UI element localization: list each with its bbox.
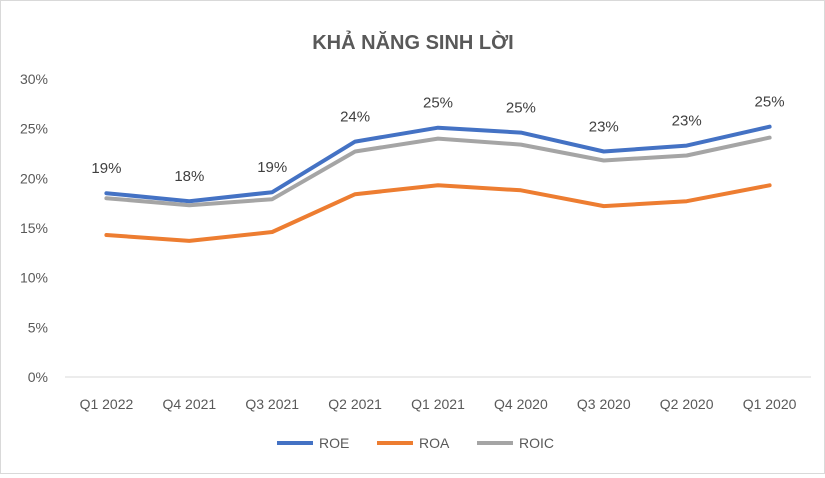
series-line-roa	[104, 183, 772, 243]
data-label: 25%	[506, 100, 536, 117]
data-label: 25%	[755, 94, 785, 111]
chart-title: KHẢ NĂNG SINH LỜI	[312, 30, 514, 54]
data-labels: 19% 18% 19% 24% 25% 25% 23% 23% 25%	[91, 94, 784, 185]
y-tick-label: 20%	[20, 170, 48, 186]
y-tick-label: 0%	[28, 369, 48, 385]
data-label: 19%	[91, 160, 121, 177]
data-label: 24%	[340, 109, 370, 126]
x-tick-label: Q1 2021	[411, 396, 465, 412]
y-tick-label: 25%	[20, 121, 48, 137]
x-tick-label: Q3 2021	[245, 396, 299, 412]
x-tick-label: Q4 2020	[494, 396, 548, 412]
series-lines	[104, 124, 772, 243]
y-axis-ticks: 0% 5% 10% 15% 20% 25% 30%	[20, 71, 48, 385]
data-label: 19%	[257, 159, 287, 176]
x-tick-label: Q3 2020	[577, 396, 631, 412]
y-tick-label: 5%	[28, 319, 48, 335]
y-tick-label: 30%	[20, 71, 48, 87]
series-line-roic	[104, 135, 772, 208]
legend-label-roe: ROE	[319, 435, 349, 451]
x-axis-ticks: Q1 2022 Q4 2021 Q3 2021 Q2 2021 Q1 2021 Q4 20…	[80, 396, 797, 412]
data-label: 18%	[174, 168, 204, 185]
series-line-roe	[104, 124, 772, 204]
legend: ROE ROA ROIC	[277, 435, 554, 451]
legend-label-roic: ROIC	[519, 435, 554, 451]
data-label: 23%	[672, 113, 702, 130]
data-label: 25%	[423, 95, 453, 112]
legend-label-roa: ROA	[419, 435, 450, 451]
x-tick-label: Q1 2020	[743, 396, 797, 412]
x-tick-label: Q4 2021	[162, 396, 216, 412]
x-tick-label: Q2 2020	[660, 396, 714, 412]
y-tick-label: 10%	[20, 270, 48, 286]
data-label: 23%	[589, 119, 619, 136]
y-tick-label: 15%	[20, 220, 48, 236]
x-tick-label: Q2 2021	[328, 396, 382, 412]
x-tick-label: Q1 2022	[80, 396, 134, 412]
